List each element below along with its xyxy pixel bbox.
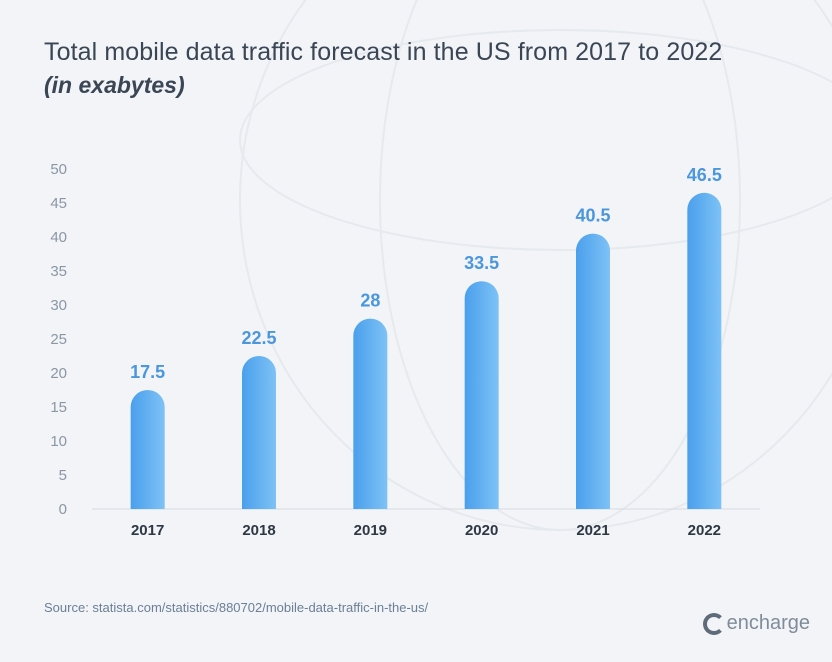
data-label: 40.5 [575, 206, 610, 226]
y-tick-label: 35 [50, 263, 67, 280]
bar-2019 [353, 318, 388, 509]
encharge-logo-icon [702, 612, 725, 635]
x-tick-label: 2019 [354, 522, 387, 539]
chart-title: Total mobile data traffic forecast in th… [44, 38, 723, 66]
chart-subtitle: (in exabytes) [44, 72, 185, 98]
bar-2018 [242, 356, 276, 509]
y-tick-label: 0 [59, 501, 67, 518]
brand-logo: encharge [702, 612, 810, 635]
x-tick-label: 2018 [242, 522, 275, 539]
y-tick-label: 20 [50, 365, 67, 382]
bar-2017 [130, 390, 165, 509]
data-label: 28 [360, 291, 380, 311]
source-note: Source: statista.com/statistics/880702/m… [44, 600, 429, 615]
bar-2021 [576, 233, 610, 509]
y-tick-label: 40 [50, 229, 67, 246]
data-label: 22.5 [241, 328, 276, 348]
x-tick-label: 2017 [131, 522, 164, 539]
brand-name: encharge [726, 612, 810, 634]
x-tick-label: 2022 [688, 522, 721, 539]
bar-2020 [464, 281, 499, 509]
y-tick-label: 30 [50, 297, 67, 314]
data-label: 33.5 [464, 253, 499, 273]
y-tick-label: 15 [50, 399, 67, 416]
y-tick-label: 5 [59, 467, 67, 484]
y-tick-label: 50 [50, 161, 67, 178]
x-tick-label: 2021 [576, 522, 609, 539]
data-label: 17.5 [130, 362, 165, 382]
bar-2022 [687, 192, 722, 510]
y-tick-label: 25 [50, 331, 67, 348]
x-tick-label: 2020 [465, 522, 498, 539]
data-label: 46.5 [687, 165, 722, 185]
y-tick-label: 10 [50, 433, 67, 450]
y-tick-label: 45 [50, 195, 67, 212]
